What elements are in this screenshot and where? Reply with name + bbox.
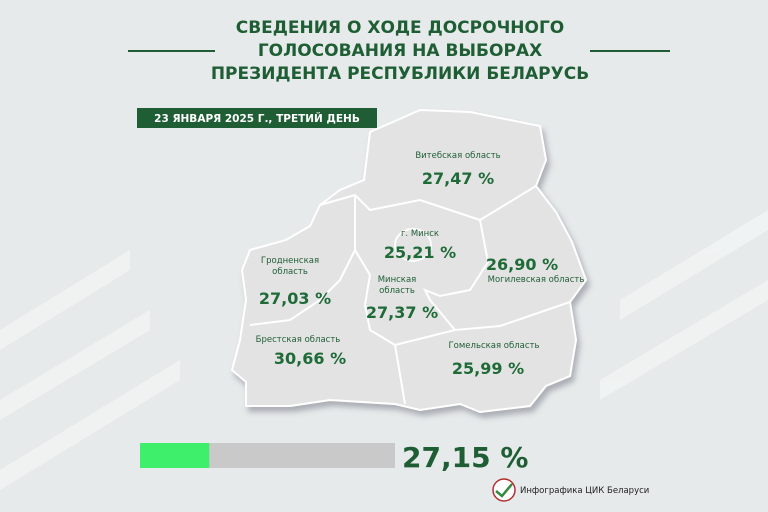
region-value: 25,99 % (452, 359, 524, 378)
region-name: область (272, 267, 308, 277)
region-value: 27,47 % (422, 169, 494, 188)
region-name: г. Минск (401, 229, 439, 239)
region-value: 26,90 % (486, 255, 558, 274)
region-value: 27,37 % (366, 303, 438, 322)
date-label: 23 ЯНВАРЯ 2025 Г., ТРЕТИЙ ДЕНЬ (154, 112, 360, 125)
map (230, 108, 588, 414)
region-name: Гомельская область (448, 341, 539, 351)
region-name: Минская (378, 275, 417, 285)
region-value: 27,03 % (259, 289, 331, 308)
region-value: 25,21 % (384, 243, 456, 262)
region-name: Могилевская область (488, 275, 585, 285)
progress-fill (140, 443, 210, 468)
region-value: 30,66 % (274, 349, 346, 368)
region-name: Витебская область (415, 151, 500, 161)
region-name: Брестская область (256, 335, 341, 345)
credit: Инфографика ЦИК Беларуси (520, 486, 649, 496)
date-box (137, 108, 377, 128)
logo (492, 478, 516, 502)
region-borders (249, 185, 571, 405)
title-line: ПРЕЗИДЕНТА РЕСПУБЛИКИ БЕЛАРУСЬ (211, 64, 589, 84)
title-line: ГОЛОСОВАНИЯ НА ВЫБОРАХ (258, 41, 542, 61)
title-line: СВЕДЕНИЯ О ХОДЕ ДОСРОЧНОГО (236, 18, 565, 38)
region-name: область (379, 286, 415, 296)
background-stripes (0, 210, 768, 490)
region-name: Гродненская (261, 256, 319, 266)
total-label: 27,15 % (402, 441, 528, 474)
